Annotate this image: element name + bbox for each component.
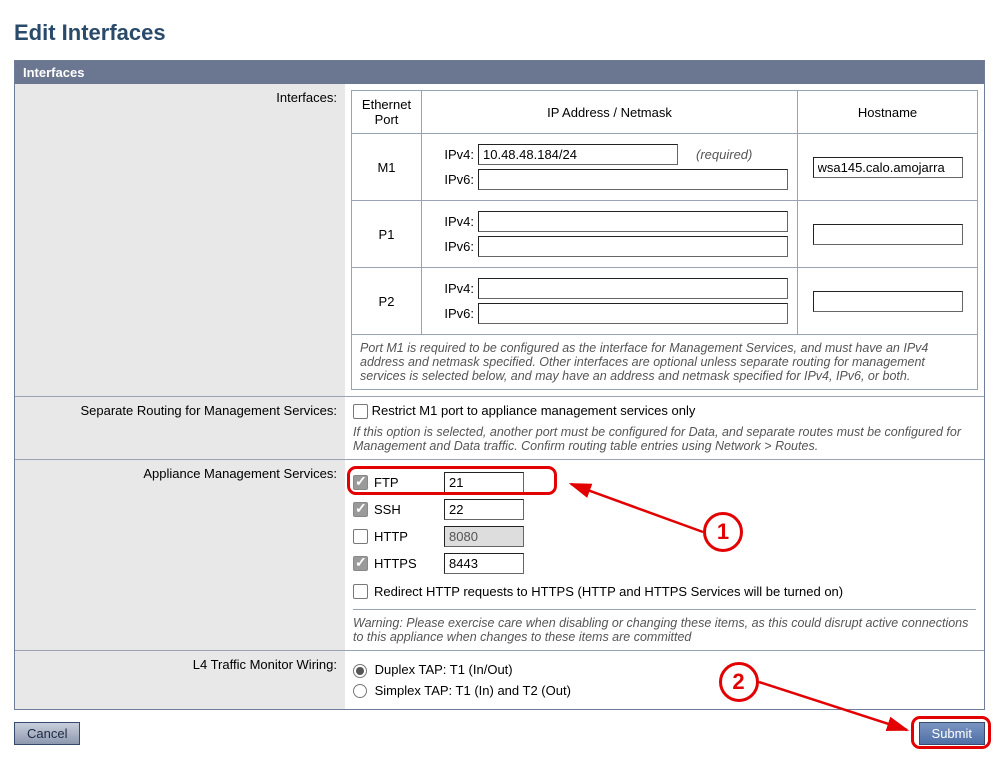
restrict-m1-label: Restrict M1 port to appliance management…: [372, 403, 696, 418]
services-warning: Warning: Please exercise care when disab…: [353, 609, 976, 644]
th-port: Ethernet Port: [352, 91, 422, 134]
ssh-port-input[interactable]: [444, 499, 524, 520]
routing-note: If this option is selected, another port…: [353, 425, 976, 453]
ssh-checkbox[interactable]: [353, 502, 368, 517]
https-checkbox[interactable]: [353, 556, 368, 571]
th-ip: IP Address / Netmask: [422, 91, 798, 134]
ftp-port-input[interactable]: [444, 472, 524, 493]
p1-ipv4-label: IPv4:: [430, 214, 474, 229]
page-title: Edit Interfaces: [14, 20, 985, 46]
m1-required: (required): [696, 147, 752, 162]
port-m1: M1: [352, 134, 422, 201]
ftp-checkbox[interactable]: [353, 475, 368, 490]
port-p2: P2: [352, 268, 422, 335]
port-p1: P1: [352, 201, 422, 268]
p2-hostname-input[interactable]: [813, 291, 963, 312]
l4-duplex-radio[interactable]: [353, 664, 367, 678]
interfaces-note: Port M1 is required to be configured as …: [351, 335, 978, 390]
ssh-label: SSH: [374, 502, 444, 517]
p2-ipv4-input[interactable]: [478, 278, 788, 299]
p2-ipv6-label: IPv6:: [430, 306, 474, 321]
https-port-input[interactable]: [444, 553, 524, 574]
restrict-m1-checkbox[interactable]: [353, 404, 368, 419]
submit-button[interactable]: Submit: [919, 722, 985, 745]
interfaces-cell: Ethernet Port IP Address / Netmask Hostn…: [345, 84, 984, 397]
p2-ipv4-label: IPv4:: [430, 281, 474, 296]
https-label: HTTPS: [374, 556, 444, 571]
row-label-services: Appliance Management Services:: [15, 460, 345, 651]
row-label-routing: Separate Routing for Management Services…: [15, 397, 345, 460]
l4-simplex-radio[interactable]: [353, 684, 367, 698]
m1-ipv6-input[interactable]: [478, 169, 788, 190]
http-label: HTTP: [374, 529, 444, 544]
row-label-interfaces: Interfaces:: [15, 84, 345, 397]
ftp-label: FTP: [374, 475, 444, 490]
interfaces-table: Ethernet Port IP Address / Netmask Hostn…: [351, 90, 978, 335]
p2-ipv6-input[interactable]: [478, 303, 788, 324]
l4-simplex-label: Simplex TAP: T1 (In) and T2 (Out): [375, 683, 571, 698]
row-label-l4: L4 Traffic Monitor Wiring:: [15, 651, 345, 710]
p1-ipv6-label: IPv6:: [430, 239, 474, 254]
cancel-button[interactable]: Cancel: [14, 722, 80, 745]
section-header: Interfaces: [15, 61, 984, 84]
m1-ipv4-input[interactable]: [478, 144, 678, 165]
m1-ipv4-label: IPv4:: [430, 147, 474, 162]
p1-ipv4-input[interactable]: [478, 211, 788, 232]
http-port-input: [444, 526, 524, 547]
redirect-checkbox[interactable]: [353, 584, 368, 599]
interfaces-panel: Interfaces Interfaces: Ethernet Port IP …: [14, 60, 985, 710]
p1-ipv6-input[interactable]: [478, 236, 788, 257]
l4-duplex-label: Duplex TAP: T1 (In/Out): [375, 662, 513, 677]
redirect-label: Redirect HTTP requests to HTTPS (HTTP an…: [374, 584, 843, 599]
p1-hostname-input[interactable]: [813, 224, 963, 245]
th-host: Hostname: [798, 91, 978, 134]
m1-ipv6-label: IPv6:: [430, 172, 474, 187]
m1-hostname-input[interactable]: [813, 157, 963, 178]
http-checkbox[interactable]: [353, 529, 368, 544]
